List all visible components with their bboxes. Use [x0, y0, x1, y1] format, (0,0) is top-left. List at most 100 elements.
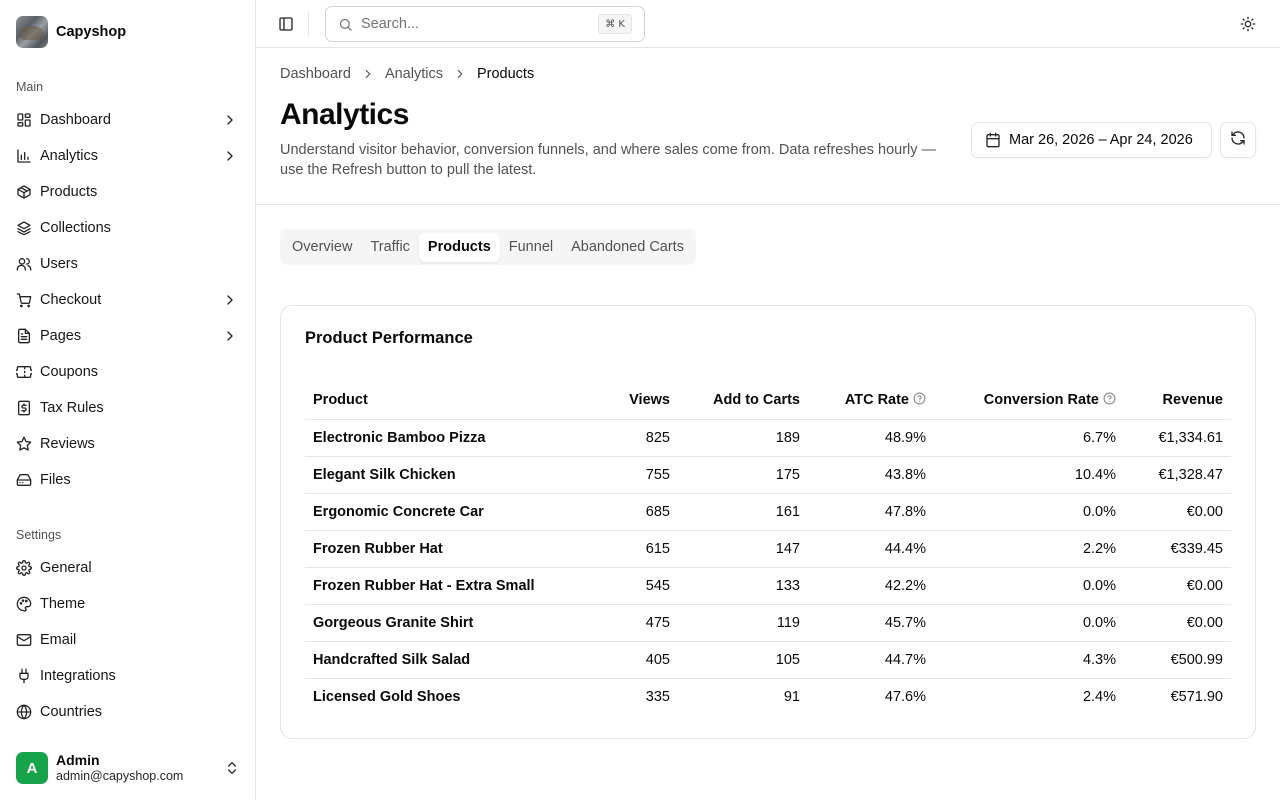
cell-add-to-carts: 105	[678, 641, 808, 679]
breadcrumb-products: Products	[476, 66, 535, 82]
sun-icon[interactable]	[1240, 16, 1256, 32]
date-range-label: Mar 26, 2026 – Apr 24, 2026	[1009, 132, 1193, 148]
sidebar-item-coupons[interactable]: Coupons	[8, 354, 248, 390]
search-input[interactable]: Search... ⌘ K	[325, 6, 645, 42]
sidebar-item-integrations[interactable]: Integrations	[8, 658, 248, 694]
column-header-label: Revenue	[1162, 392, 1223, 409]
sidebar-item-tax-rules[interactable]: Tax Rules	[8, 390, 248, 426]
sidebar-item-label: Theme	[40, 596, 86, 612]
table-row[interactable]: Frozen Rubber Hat - Extra Small 545 133 …	[305, 567, 1231, 605]
tab-abandoned-carts[interactable]: Abandoned Carts	[571, 239, 684, 255]
column-header-product[interactable]: Product	[305, 382, 593, 420]
receipt-dollar-icon	[16, 400, 32, 416]
column-header-revenue[interactable]: Revenue	[1124, 382, 1231, 420]
cell-product: Frozen Rubber Hat	[305, 530, 593, 568]
user-menu[interactable]: A Admin admin@capyshop.com	[16, 752, 246, 784]
chevron-right-icon	[222, 328, 238, 344]
cell-add-to-carts: 91	[783, 688, 800, 705]
table-row[interactable]: Elegant Silk Chicken 755 175 43.8% 10.4%…	[305, 456, 1231, 494]
cell-product: Gorgeous Granite Shirt	[305, 604, 593, 642]
sidebar-item-countries[interactable]: Countries	[8, 694, 248, 730]
table-row[interactable]: Handcrafted Silk Salad 405 105 44.7% 4.3…	[305, 641, 1231, 679]
refresh-button[interactable]	[1220, 122, 1256, 158]
sidebar-item-collections[interactable]: Collections	[8, 210, 248, 246]
sidebar-item-general[interactable]: General	[8, 550, 248, 586]
sidebar-item-label: Dashboard	[40, 112, 111, 128]
cell-views: 615	[593, 530, 678, 568]
chevrons-up-down-icon[interactable]	[224, 760, 240, 776]
sidebar-item-files[interactable]: Files	[8, 462, 248, 498]
tab-funnel[interactable]: Funnel	[508, 239, 554, 255]
cell-views: 335	[645, 688, 670, 705]
brand[interactable]: Capyshop	[16, 16, 126, 48]
chevron-right-icon	[361, 67, 375, 81]
tab-overview[interactable]: Overview	[292, 239, 353, 255]
card-title: Product Performance	[305, 329, 473, 347]
table-row[interactable]: Licensed Gold Shoes 335 91 47.6% 2.4% €5…	[305, 678, 1231, 715]
sidebar-item-users[interactable]: Users	[8, 246, 248, 282]
column-header-label: Add to Carts	[713, 392, 800, 409]
breadcrumb: Dashboard Analytics Products	[280, 64, 534, 84]
column-header-label: ATC Rate	[844, 392, 909, 409]
cell-revenue: €0.00	[1124, 567, 1231, 605]
column-header-views[interactable]: Views	[593, 382, 678, 420]
help-circle-icon[interactable]	[1103, 392, 1116, 405]
sidebar-toggle-icon[interactable]	[278, 16, 294, 32]
brand-logo	[16, 16, 48, 48]
breadcrumb-analytics[interactable]: Analytics	[384, 66, 443, 82]
cell-revenue: €571.90	[1170, 688, 1223, 705]
mail-icon	[16, 632, 32, 648]
column-header-add-to-carts[interactable]: Add to Carts	[678, 382, 808, 420]
cell-views: 545	[593, 567, 678, 605]
table-row[interactable]: Frozen Rubber Hat 615 147 44.4% 2.2% €33…	[305, 530, 1231, 568]
sidebar-item-theme[interactable]: Theme	[8, 586, 248, 622]
cell-atc-rate: 48.9%	[808, 419, 934, 457]
analytics-tabs: Overview Traffic Products Funnel Abandon…	[280, 229, 696, 265]
column-header-atc-rate[interactable]: ATC Rate	[808, 382, 934, 420]
layout-dashboard-icon	[16, 112, 32, 128]
cell-product: Ergonomic Concrete Car	[305, 493, 593, 531]
column-header-conversion-rate[interactable]: Conversion Rate	[934, 382, 1124, 420]
cell-atc-rate: 43.8%	[808, 456, 934, 494]
cell-atc-rate: 42.2%	[808, 567, 934, 605]
cell-conversion-rate: 10.4%	[934, 456, 1124, 494]
sidebar-item-dashboard[interactable]: Dashboard	[8, 102, 248, 138]
search-placeholder: Search...	[361, 16, 420, 32]
sidebar-item-reviews[interactable]: Reviews	[8, 426, 248, 462]
sidebar-item-checkout[interactable]: Checkout	[8, 282, 248, 318]
date-range-button[interactable]: Mar 26, 2026 – Apr 24, 2026	[971, 122, 1212, 158]
product-performance-card: Product Performance Product Views Add to…	[280, 305, 1256, 739]
cell-conversion-rate: 0.0%	[934, 493, 1124, 531]
help-circle-icon[interactable]	[913, 392, 926, 405]
cell-atc-rate: 47.8%	[808, 493, 934, 531]
cell-add-to-carts: 175	[678, 456, 808, 494]
cell-conversion-rate: 2.2%	[934, 530, 1124, 568]
sidebar-item-label: Products	[40, 184, 98, 200]
sidebar-item-pages[interactable]: Pages	[8, 318, 248, 354]
tab-traffic[interactable]: Traffic	[370, 239, 410, 255]
chevron-right-icon	[222, 112, 238, 128]
sidebar-item-label: Tax Rules	[40, 400, 104, 416]
breadcrumb-dashboard[interactable]: Dashboard	[280, 66, 351, 82]
cell-views: 475	[593, 604, 678, 642]
cell-conversion-rate: 0.0%	[934, 604, 1124, 642]
sidebar-item-email[interactable]: Email	[8, 622, 248, 658]
main-nav: Dashboard Analytics Products Collections…	[8, 102, 248, 498]
cell-atc-rate: 47.6%	[884, 688, 926, 705]
sidebar-item-analytics[interactable]: Analytics	[8, 138, 248, 174]
gear-icon	[16, 560, 32, 576]
table-row[interactable]: Ergonomic Concrete Car 685 161 47.8% 0.0…	[305, 493, 1231, 531]
cell-product: Electronic Bamboo Pizza	[305, 419, 593, 457]
refresh-icon	[1230, 130, 1246, 151]
sidebar-item-products[interactable]: Products	[8, 174, 248, 210]
tab-products[interactable]: Products	[418, 232, 500, 262]
avatar: A	[16, 752, 48, 784]
search-shortcut: ⌘ K	[598, 14, 632, 34]
sidebar-item-label: Users	[40, 256, 78, 272]
file-text-icon	[16, 328, 32, 344]
cell-atc-rate: 45.7%	[808, 604, 934, 642]
table-row[interactable]: Gorgeous Granite Shirt 475 119 45.7% 0.0…	[305, 604, 1231, 642]
table-row[interactable]: Electronic Bamboo Pizza 825 189 48.9% 6.…	[305, 419, 1231, 457]
cell-product: Licensed Gold Shoes	[313, 688, 461, 705]
cell-revenue: €500.99	[1124, 641, 1231, 679]
